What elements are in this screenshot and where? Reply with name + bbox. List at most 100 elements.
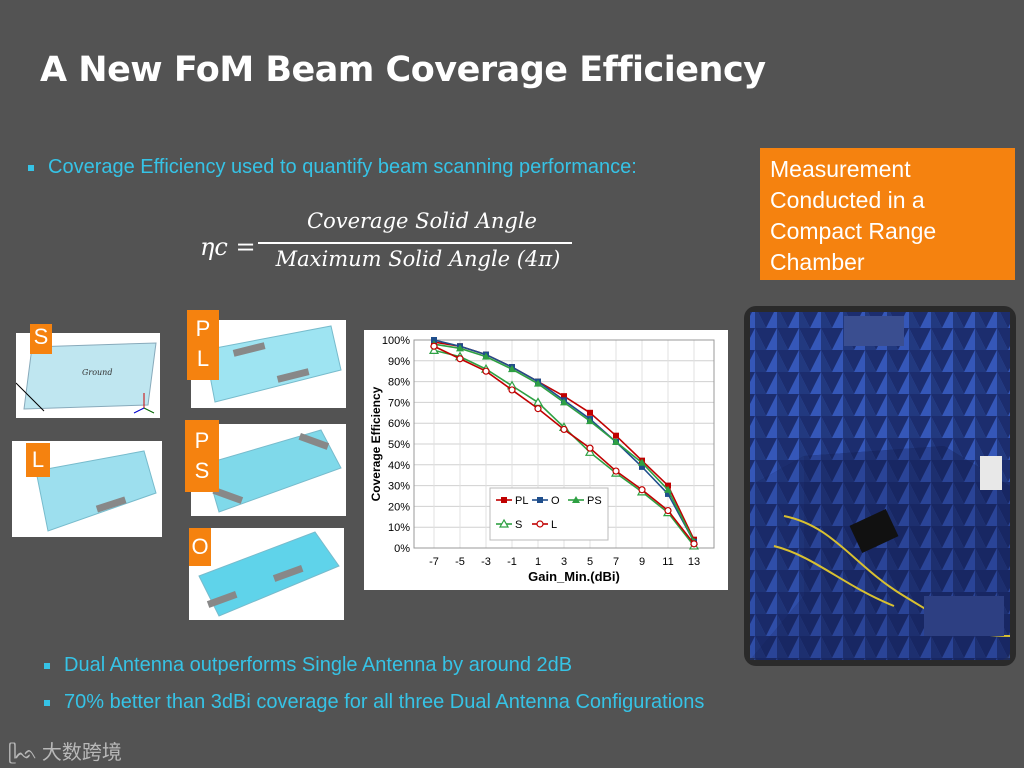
antenna-tag-l: L: [26, 443, 50, 477]
antenna-tag-s: S: [30, 324, 52, 354]
chart-point-l: [612, 467, 620, 475]
bullet-text: Coverage Efficiency used to quantify bea…: [48, 156, 637, 178]
chart-legend-box: [489, 487, 609, 541]
chart-xtick-label: 5: [587, 556, 593, 568]
legend-marker-o: [537, 497, 543, 503]
chart-point-s: [532, 397, 544, 407]
antenna-tag-pl: P L: [187, 310, 219, 380]
formula-numerator: Coverage Solid Angle: [307, 209, 537, 233]
antenna-o-drawing: [198, 531, 340, 617]
chart-ytick-label: 60%: [388, 418, 410, 430]
chart-point-ps: [534, 379, 542, 387]
antenna-tag-o: O: [189, 528, 211, 566]
chart-point-pl: [561, 393, 567, 400]
chart-xtick-label: 1: [535, 556, 541, 568]
chart-point-l: [690, 540, 698, 548]
chart-xlabel: Gain_Min.(dBi): [528, 569, 620, 584]
chart-point-l: [430, 342, 438, 350]
chart-xtick-label: 3: [561, 556, 567, 568]
bullet-marker: [44, 662, 50, 669]
chart-point-pl: [665, 482, 671, 489]
legend-marker-pl: [501, 497, 507, 503]
legend-marker-ps: [572, 496, 580, 503]
measurement-callout: Measurement Conducted in a Compact Range…: [760, 148, 1015, 280]
chart-ytick-label: 30%: [388, 481, 410, 493]
chart-point-ps: [456, 344, 464, 352]
chart-ytick-label: 20%: [388, 501, 410, 513]
legend-marker-l: [536, 520, 544, 528]
chart-point-ps: [612, 437, 620, 445]
chart-xtick-label: 9: [639, 556, 645, 568]
chart-point-ps: [482, 352, 490, 360]
chart-xtick-label: 7: [613, 556, 619, 568]
chart-xtick-label: -7: [429, 556, 439, 568]
chart-ytick-label: 100%: [382, 335, 410, 347]
chart-point-l: [508, 386, 516, 394]
chart-ytick-label: 70%: [388, 397, 410, 409]
bullet-text: 70% better than 3dBi coverage for all th…: [64, 691, 705, 713]
legend-marker-s: [498, 518, 510, 528]
bullet-text: Dual Antenna outperforms Single Antenna …: [64, 654, 573, 676]
chart-ytick-label: 10%: [388, 522, 410, 534]
antenna-diagram-s: Ground: [15, 333, 160, 418]
antenna-l-drawing: [35, 450, 157, 532]
legend-label-ps: PS: [587, 495, 602, 507]
chart-point-s: [428, 345, 440, 354]
chart-point-o: [431, 337, 437, 343]
chart-point-s: [584, 447, 596, 456]
chart-xtick-label: -1: [507, 556, 517, 568]
chart-point-l: [664, 506, 672, 515]
formula-lhs: ηc =: [200, 233, 256, 261]
antenna-tag-ps: P S: [185, 420, 219, 492]
bullet-dual-antenna: Dual Antenna outperforms Single Antenna …: [44, 654, 572, 677]
chart-point-l: [586, 444, 594, 452]
chart-point-l: [638, 486, 646, 494]
legend-label-o: O: [551, 495, 560, 507]
bullet-marker: [28, 164, 34, 171]
chamber-photo: [744, 306, 1016, 666]
chart-point-o: [665, 490, 671, 497]
chart-point-ps: [508, 365, 516, 373]
antenna-ps-drawing: [204, 429, 342, 513]
antenna-pl-drawing: [204, 325, 342, 403]
chart-ytick-label: 50%: [388, 439, 410, 451]
chart-plot-area: [413, 339, 715, 549]
chart-point-l: [482, 367, 490, 375]
chart-point-o: [639, 463, 645, 470]
chart-point-ps: [560, 398, 568, 406]
chart-xtick-label: -5: [455, 556, 465, 568]
coverage-efficiency-chart: 0% 10% 20% 30% 40% 50% 60% 70% 80% 90% 100% -7 -5 -3 -…: [364, 330, 728, 590]
logo-text: 大数跨境: [41, 740, 122, 764]
brand-logo: ᥫᨒ 大数跨境: [8, 736, 122, 765]
chamber-photo-drawing: [750, 312, 1011, 660]
legend-label-s: S: [515, 519, 522, 531]
chart-point-pl: [613, 432, 619, 439]
formula-fraction-bar: [258, 242, 572, 244]
chart-ytick-label: 80%: [388, 377, 410, 389]
chart-point-l: [534, 405, 542, 413]
chart-ytick-label: 40%: [388, 460, 410, 472]
chart-point-l: [560, 425, 568, 434]
antenna-diagram-o: [189, 528, 344, 620]
chart-ylabel: Coverage Efficiency: [369, 386, 383, 501]
coverage-efficiency-formula: ηc = Coverage Solid Angle Maximum Solid …: [200, 205, 580, 285]
chart-svg: 0% 10% 20% 30% 40% 50% 60% 70% 80% 90% 100% -7 -5 -3 -…: [369, 335, 715, 584]
logo-icon: ᥫᨒ: [8, 743, 37, 764]
chart-ytick-label: 90%: [388, 356, 410, 368]
legend-label-pl: PL: [515, 495, 528, 507]
chart-point-l: [456, 355, 464, 363]
chart-point-ps: [664, 485, 672, 493]
chart-ytick-label: 0%: [394, 543, 410, 555]
chart-point-ps: [638, 458, 646, 466]
chart-xtick-label: 13: [688, 556, 700, 568]
legend-label-l: L: [551, 519, 557, 531]
antenna-s-drawing: Ground: [15, 342, 157, 414]
slide-title: A New FoM Beam Coverage Efficiency: [40, 50, 766, 90]
bullet-coverage-efficiency: Coverage Efficiency used to quantify bea…: [28, 156, 637, 179]
chart-xtick-label: -3: [481, 556, 491, 568]
formula-denominator: Maximum Solid Angle (4π): [275, 247, 561, 271]
chart-point-pl: [587, 409, 593, 416]
chart-xtick-label: 11: [662, 556, 673, 568]
ground-label: Ground: [82, 368, 112, 377]
bullet-marker: [44, 699, 50, 706]
